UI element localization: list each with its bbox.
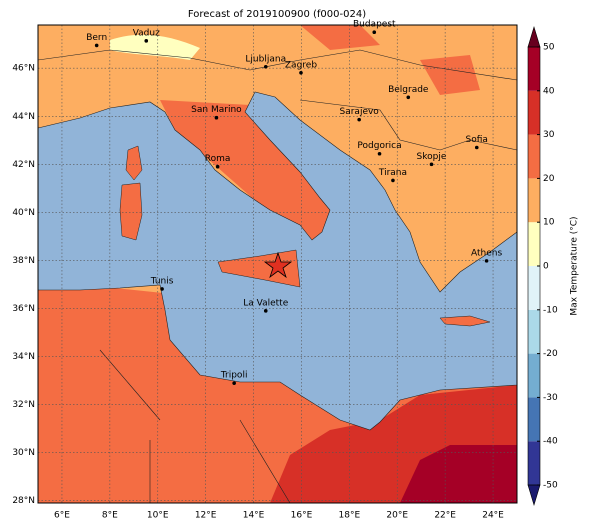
city-marker	[372, 30, 377, 35]
colorbar-segment	[528, 47, 540, 91]
city-label: Tunis	[150, 276, 174, 286]
city-label: Skopje	[417, 152, 447, 162]
colorbar-tick-label: -20	[543, 349, 558, 359]
city-marker	[214, 115, 219, 120]
city-label: Tripoli	[220, 371, 248, 381]
colorbar-segment	[528, 90, 540, 135]
colorbar-label: Max Temperature (°C)	[570, 216, 580, 315]
city-marker	[232, 381, 236, 385]
colorbar-segment	[528, 353, 540, 398]
city-label: Sofia	[466, 135, 488, 145]
x-tick-label: 6°E	[54, 511, 70, 521]
africa-hottest	[400, 445, 517, 503]
city-marker	[299, 71, 303, 75]
x-tick-label: 10°E	[147, 511, 169, 521]
colorbar-tick-label: 50	[543, 43, 555, 53]
colorbar-segment	[528, 397, 540, 442]
y-tick-label: 38°N	[12, 256, 35, 266]
colorbar-segment	[528, 309, 540, 354]
city-label: Zagreb	[285, 60, 317, 70]
colorbar-segment	[528, 222, 540, 266]
y-tick-label: 28°N	[12, 496, 35, 506]
cities: Bern VaduzBudapestLjubljanaZagrebBelgrade…	[86, 20, 502, 385]
x-tick-label: 18°E	[339, 511, 361, 521]
city-label: San Marino	[191, 105, 242, 115]
star-marker	[263, 251, 293, 279]
colorbar-tick-label: 0	[543, 262, 549, 272]
y-tick-label: 44°N	[12, 112, 35, 122]
x-tick-label: 16°E	[291, 511, 313, 521]
x-tick-label: 22°E	[434, 511, 456, 521]
colorbar-segment	[528, 178, 540, 223]
city-marker	[144, 39, 149, 43]
colorbar-tick-label: -10	[543, 305, 558, 315]
x-tick-label: 24°E	[482, 511, 504, 521]
city-label: La Valette	[243, 298, 288, 308]
city-marker	[484, 259, 489, 263]
colorbar-extend-under	[527, 484, 541, 507]
x-tick-label: 14°E	[243, 511, 265, 521]
city-marker	[391, 178, 395, 183]
y-tick-label: 30°N	[12, 448, 35, 458]
y-tick-label: 40°N	[12, 208, 35, 218]
grid: 6°E 8°E 10°E 12°E 14°E 16°E 18°E 20°E 22°E 24°E 28…	[12, 25, 517, 521]
city-label: Podgorica	[357, 141, 401, 151]
x-tick-label: 8°E	[102, 511, 118, 521]
corsica	[125, 145, 143, 181]
y-tick-label: 46°N	[12, 64, 35, 74]
city-marker	[160, 287, 164, 291]
city-marker	[94, 43, 99, 48]
city-marker	[377, 151, 382, 156]
italy	[160, 100, 340, 260]
city-label: Roma	[205, 154, 231, 164]
city-label: Belgrade	[388, 85, 429, 95]
sardinia	[119, 182, 143, 241]
colorbar-segment	[528, 266, 540, 310]
city-marker	[263, 64, 268, 69]
city-marker	[263, 309, 268, 313]
city-label: Sarajevo	[340, 107, 380, 117]
colorbar-extend-over	[527, 25, 541, 48]
colorbar-tick-label: 20	[543, 174, 555, 184]
colorbar-tick-label: 10	[543, 218, 555, 228]
city-marker	[429, 162, 434, 167]
land-warm	[300, 25, 480, 95]
borders	[38, 49, 517, 503]
crete	[439, 315, 491, 327]
colorbar-tick-label: -50	[543, 481, 558, 491]
colorbar-tick-label: 40	[543, 86, 555, 96]
city-marker	[406, 95, 411, 100]
colorbar-segment	[528, 441, 540, 485]
y-tick-label: 36°N	[12, 304, 35, 314]
x-tick-label: 20°E	[386, 511, 408, 521]
city-marker	[474, 145, 479, 150]
land-cool	[110, 34, 200, 60]
colorbar-tick-label: -40	[543, 437, 558, 447]
colorbar-segment	[528, 134, 540, 179]
city-marker	[357, 117, 361, 122]
y-tick-label: 42°N	[12, 160, 35, 170]
y-tick-label: 34°N	[12, 352, 35, 362]
colorbar-tick-label: -30	[543, 393, 558, 403]
y-tick-label: 32°N	[12, 400, 35, 410]
chart-title: Forecast of 2019100900 (f000-024)	[188, 9, 366, 20]
x-tick-label: 12°E	[195, 511, 217, 521]
city-label: Bern	[86, 33, 107, 43]
map-frame	[37, 24, 518, 504]
city-marker	[215, 164, 220, 169]
city-label: Vaduz	[133, 28, 160, 38]
city-label: Ljubljana	[245, 54, 286, 64]
city-label: Athens	[471, 248, 502, 258]
colorbar-tick-label: 30	[543, 130, 555, 140]
city-label: Tirana	[378, 168, 407, 178]
colorbar: -50 -40 -30 -20 -10 0 10 20 30 40 50	[527, 25, 558, 507]
